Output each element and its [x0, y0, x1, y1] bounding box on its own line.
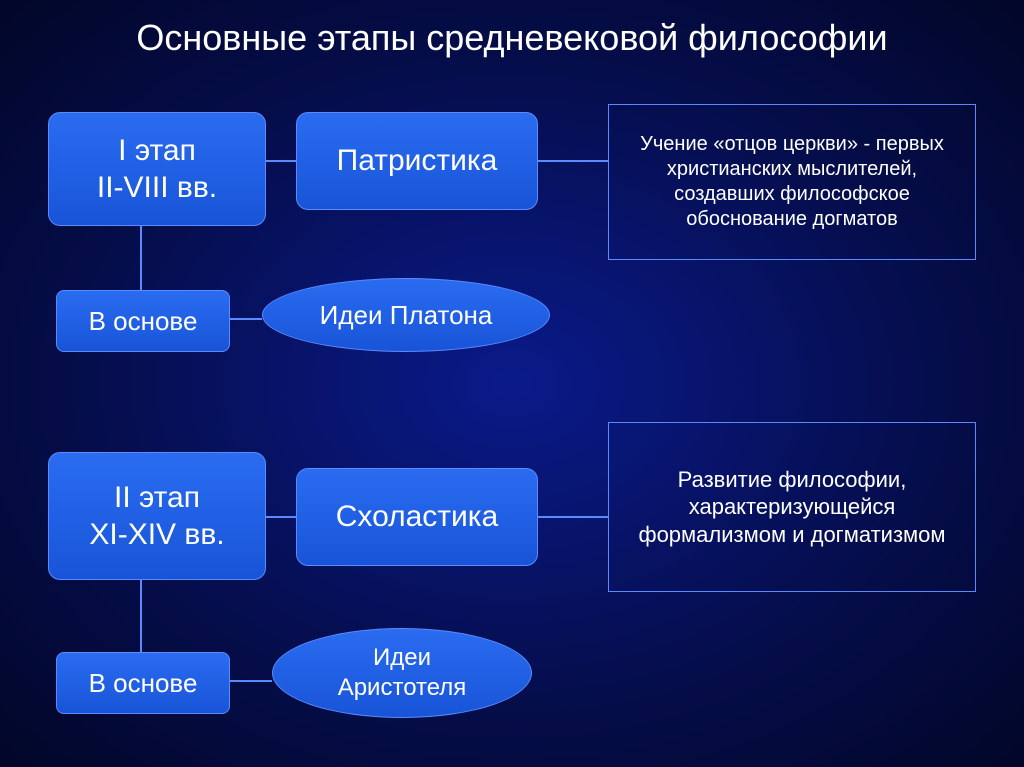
- connector-4: [266, 516, 296, 518]
- node-stage1_desc: Учение «отцов церкви» - первых христианс…: [608, 104, 976, 260]
- node-stage2_name: Схоластика: [296, 468, 538, 566]
- node-stage2_idea: ИдеиАристотеля: [272, 628, 532, 718]
- diagram-title: Основные этапы средневековой философии: [0, 0, 1024, 59]
- node-stage2_desc: Развитие философии, характеризующейся фо…: [608, 422, 976, 592]
- connector-0: [266, 160, 296, 162]
- node-stage1_basis: В основе: [56, 290, 230, 352]
- connector-1: [538, 160, 608, 162]
- connector-6: [140, 580, 142, 652]
- node-stage2_period: II этапXI-XIV вв.: [48, 452, 266, 580]
- connector-7: [230, 680, 272, 682]
- node-stage1_period: I этапII-VIII вв.: [48, 112, 266, 226]
- node-stage1_name: Патристика: [296, 112, 538, 210]
- connector-3: [230, 318, 262, 320]
- node-stage2_basis: В основе: [56, 652, 230, 714]
- node-stage1_idea: Идеи Платона: [262, 278, 550, 352]
- connector-5: [538, 516, 608, 518]
- connector-2: [140, 226, 142, 290]
